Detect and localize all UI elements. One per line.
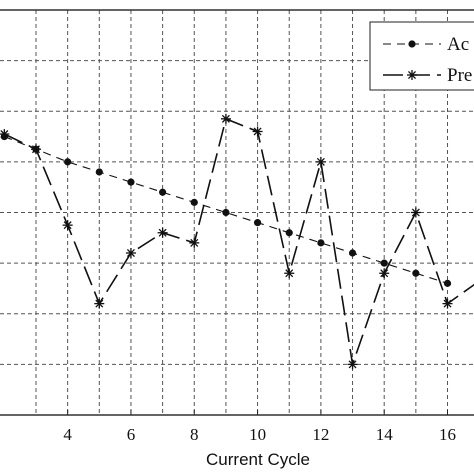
- data-point-dot: [127, 178, 135, 186]
- legend-label: Ac: [447, 34, 469, 55]
- legend-item-ac: Ac: [383, 34, 469, 55]
- data-point-asterisk: [157, 227, 168, 238]
- x-tick-label: 14: [376, 425, 394, 444]
- x-tick-label: 8: [190, 425, 199, 444]
- data-point-dot: [253, 219, 262, 227]
- plot-frame: [0, 9, 474, 416]
- legend-item-pre: Pre: [383, 65, 472, 86]
- data-point-asterisk: [347, 359, 358, 370]
- data-point-dot: [285, 229, 293, 237]
- x-tick-label: 12: [312, 425, 329, 444]
- x-tick-label: 6: [127, 425, 136, 444]
- data-point-asterisk: [220, 113, 231, 124]
- legend-label: Pre: [447, 65, 472, 86]
- data-point-dot: [222, 208, 230, 217]
- data-point-asterisk: [410, 207, 421, 218]
- data-point-dot: [190, 198, 198, 206]
- data-point-asterisk: [442, 298, 453, 309]
- data-point-asterisk: [125, 248, 136, 258]
- data-point-asterisk: [62, 220, 73, 231]
- series-layer: [0, 113, 474, 370]
- data-point-asterisk: [379, 268, 390, 279]
- data-point-dot: [380, 259, 388, 267]
- data-point-asterisk: [189, 237, 200, 248]
- x-axis-ticks: 4 6 8 10 12 14 16: [63, 410, 456, 444]
- data-point-dot: [408, 40, 416, 48]
- data-point-asterisk: [0, 129, 10, 140]
- data-point-asterisk: [252, 126, 263, 137]
- data-point-dot: [317, 239, 325, 247]
- data-point-asterisk: [284, 268, 295, 279]
- data-point-dot: [443, 279, 452, 287]
- data-point-asterisk: [315, 156, 326, 167]
- x-tick-label: 16: [439, 425, 456, 444]
- data-point-dot: [412, 269, 420, 277]
- series-line: [3, 117, 474, 365]
- data-point-asterisk: [94, 298, 105, 309]
- grid: [0, 10, 474, 415]
- x-axis-label: Current Cycle: [206, 450, 310, 469]
- data-point-asterisk: [407, 70, 417, 80]
- legend-box: [369, 21, 474, 91]
- data-point-dot: [64, 158, 72, 166]
- data-point-dot: [348, 249, 357, 257]
- data-point-dot: [95, 168, 103, 176]
- x-tick-label: 4: [63, 425, 72, 444]
- legend: Ac Pre: [369, 21, 474, 91]
- series-pre: [0, 113, 474, 370]
- x-tick-label: 10: [249, 425, 266, 444]
- data-point-dot: [159, 188, 167, 196]
- data-point-asterisk: [30, 144, 41, 155]
